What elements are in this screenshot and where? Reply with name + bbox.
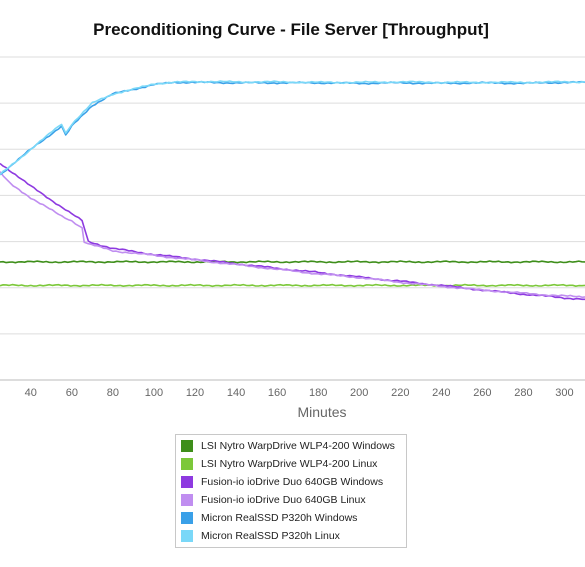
legend-item: Fusion-io ioDrive Duo 640GB Linux	[176, 491, 406, 509]
legend-swatch	[181, 440, 193, 452]
legend-swatch	[181, 476, 193, 488]
series-lines	[0, 80, 585, 301]
x-tick-label: 180	[309, 387, 327, 399]
x-tick-label: 240	[432, 387, 450, 399]
x-tick-label: 60	[66, 387, 78, 399]
x-tick-label: 200	[350, 387, 368, 399]
grid	[0, 56, 585, 381]
series-line	[0, 260, 585, 264]
legend-label: LSI Nytro WarpDrive WLP4-200 Linux	[201, 458, 378, 470]
series-line	[0, 171, 585, 299]
legend: LSI Nytro WarpDrive WLP4-200 Windows LSI …	[175, 434, 407, 548]
x-axis-title: Minutes	[297, 404, 346, 420]
legend-swatch	[181, 512, 193, 524]
legend-item: LSI Nytro WarpDrive WLP4-200 Linux	[176, 455, 406, 473]
x-tick-label: 160	[268, 387, 286, 399]
x-tick-label: 300	[555, 387, 573, 399]
legend-swatch	[181, 530, 193, 542]
legend-label: LSI Nytro WarpDrive WLP4-200 Windows	[201, 440, 395, 452]
legend-item: Fusion-io ioDrive Duo 640GB Windows	[176, 473, 406, 491]
legend-swatch	[181, 494, 193, 506]
legend-label: Micron RealSSD P320h Windows	[201, 512, 358, 524]
legend-label: Fusion-io ioDrive Duo 640GB Windows	[201, 476, 384, 488]
x-tick-label: 80	[107, 387, 119, 399]
x-tick-label: 260	[473, 387, 491, 399]
series-line	[0, 80, 585, 176]
x-tick-label: 220	[391, 387, 409, 399]
x-tick-label: 140	[227, 387, 245, 399]
legend-label: Fusion-io ioDrive Duo 640GB Linux	[201, 494, 366, 506]
series-line	[0, 80, 585, 176]
legend-item: Micron RealSSD P320h Linux	[176, 527, 406, 545]
x-tick-label: 40	[25, 387, 37, 399]
x-tick-label: 100	[145, 387, 163, 399]
series-line	[0, 283, 585, 288]
legend-label: Micron RealSSD P320h Linux	[201, 530, 340, 542]
series-line	[0, 162, 585, 301]
x-tick-label: 280	[514, 387, 532, 399]
chart-title: Preconditioning Curve - File Server [Thr…	[93, 20, 489, 39]
x-tick-label: 120	[186, 387, 204, 399]
x-tick-labels: 40 60 80 100 120 140 160 180 200 220 240 260 280 300	[25, 387, 574, 399]
legend-swatch	[181, 458, 193, 470]
legend-item: Micron RealSSD P320h Windows	[176, 509, 406, 527]
legend-item: LSI Nytro WarpDrive WLP4-200 Windows	[176, 437, 406, 455]
